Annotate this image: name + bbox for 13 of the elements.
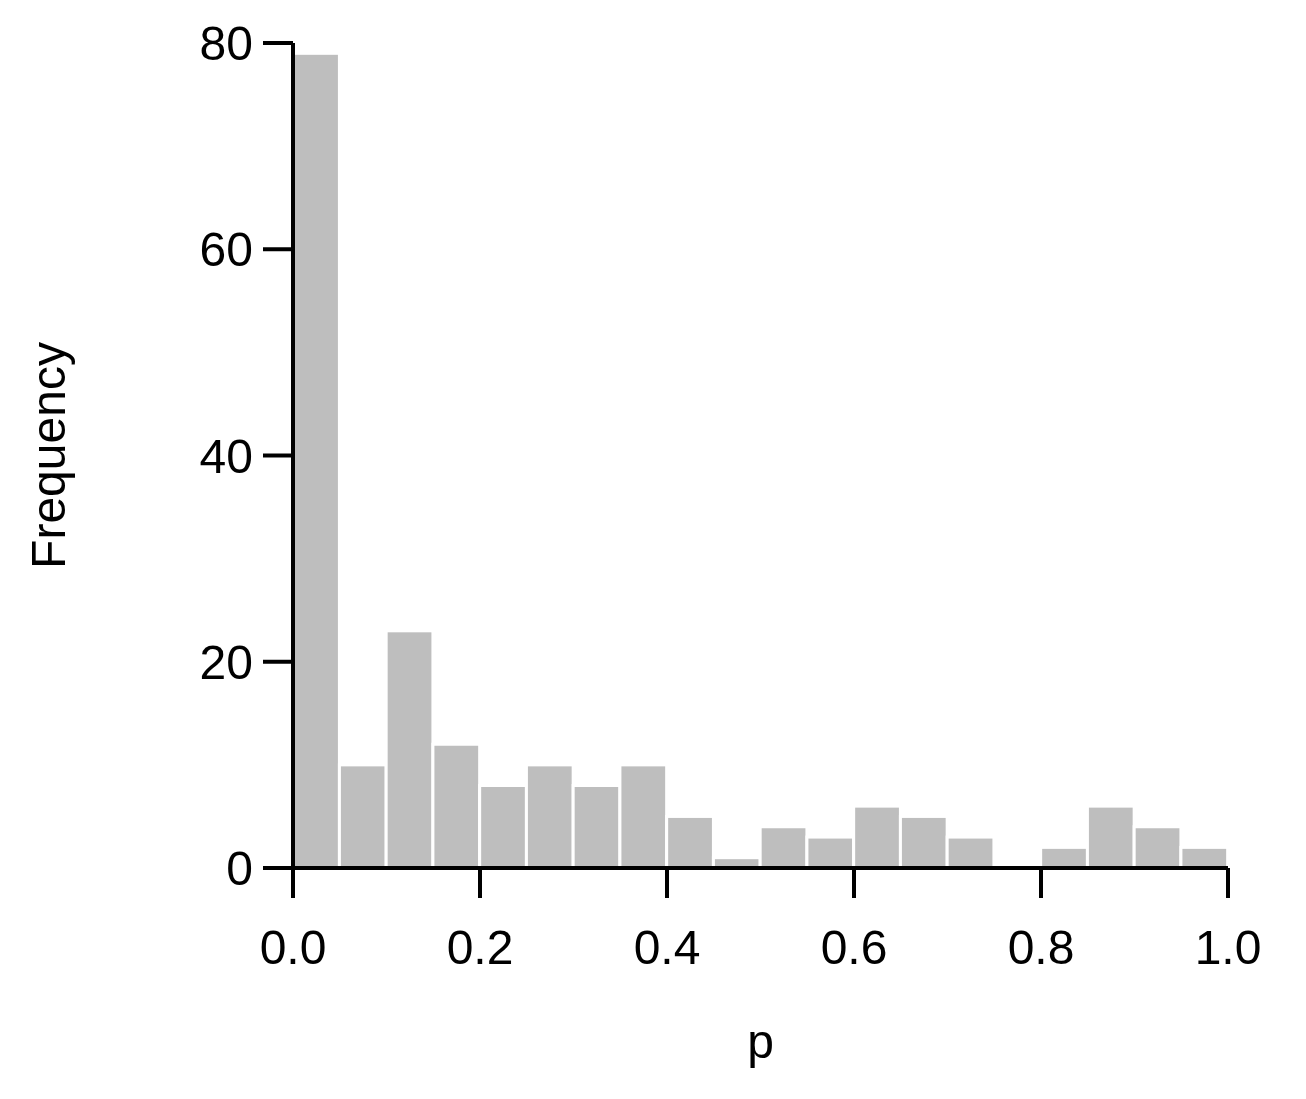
x-tick-label: 0.0 — [259, 921, 327, 975]
x-tick-label: 0.8 — [1007, 921, 1075, 975]
y-axis-title: Frequency — [22, 342, 76, 569]
x-tick-label: 1.0 — [1194, 921, 1262, 975]
x-tick-label: 0.4 — [633, 921, 701, 975]
y-tick-label: 60 — [199, 223, 253, 277]
x-axis-title: p — [747, 1015, 774, 1068]
y-tick-label: 0 — [226, 842, 253, 896]
y-tick-label: 20 — [199, 635, 253, 689]
x-tick-label: 0.6 — [820, 921, 888, 975]
y-tick-label: 80 — [199, 17, 253, 71]
y-tick-label: 40 — [199, 429, 253, 483]
x-tick-label: 0.2 — [446, 921, 514, 975]
